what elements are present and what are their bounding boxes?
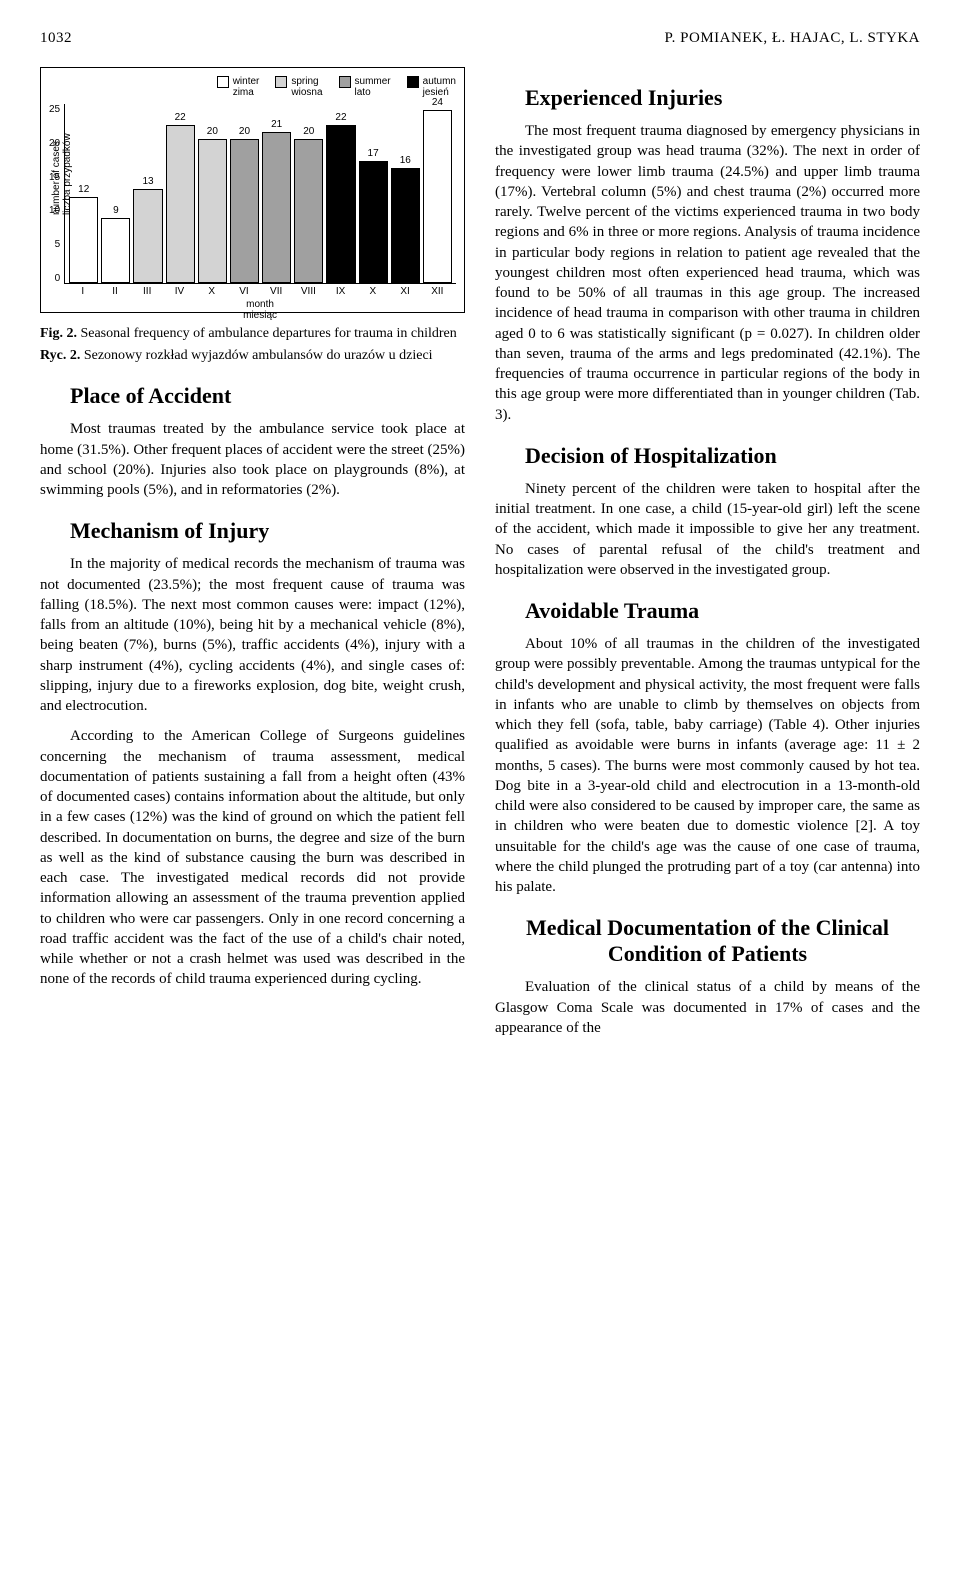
- bar: 22: [166, 112, 195, 283]
- legend-item: winterzima: [217, 76, 260, 98]
- heading-medical-documentation: Medical Documentation of the Clinical Co…: [495, 915, 920, 967]
- bar: 21: [262, 119, 291, 283]
- para: About 10% of all traumas in the children…: [495, 634, 920, 897]
- para: Most traumas treated by the ambulance se…: [40, 419, 465, 500]
- para: The most frequent trauma diagnosed by em…: [495, 121, 920, 425]
- legend-item: springwiosna: [275, 76, 322, 98]
- bar: 12: [69, 184, 98, 283]
- fig-caption-en: Fig. 2. Seasonal frequency of ambulance …: [40, 325, 465, 343]
- heading-place-of-accident: Place of Accident: [70, 383, 465, 409]
- heading-mechanism-of-injury: Mechanism of Injury: [70, 518, 465, 544]
- bar: 20: [230, 126, 259, 283]
- legend-item: autumnjesień: [407, 76, 456, 98]
- bar: 20: [294, 126, 323, 283]
- bar: 20: [198, 126, 227, 283]
- header-authors: P. POMIANEK, Ł. HAJAC, L. STYKA: [664, 30, 920, 47]
- para: According to the American College of Sur…: [40, 726, 465, 989]
- para: Evaluation of the clinical status of a c…: [495, 977, 920, 1038]
- heading-avoidable-trauma: Avoidable Trauma: [525, 598, 920, 624]
- bar: 22: [326, 112, 355, 283]
- page-number: 1032: [40, 30, 72, 47]
- bar: 17: [359, 148, 388, 283]
- heading-experienced-injuries: Experienced Injuries: [525, 85, 920, 111]
- bar: 16: [391, 155, 420, 283]
- bar: 13: [133, 176, 162, 283]
- bar: 9: [101, 205, 130, 283]
- fig-caption-pl: Ryc. 2. Sezonowy rozkład wyjazdów ambula…: [40, 347, 465, 365]
- heading-decision-hospitalization: Decision of Hospitalization: [525, 443, 920, 469]
- bar: 24: [423, 97, 452, 283]
- legend-item: summerlato: [339, 76, 391, 98]
- para: In the majority of medical records the m…: [40, 554, 465, 716]
- para: Ninety percent of the children were take…: [495, 479, 920, 580]
- x-axis-label: monthmiesiąc: [64, 299, 456, 321]
- seasonal-chart: winterzima springwiosna summerlato autumnje…: [40, 67, 465, 313]
